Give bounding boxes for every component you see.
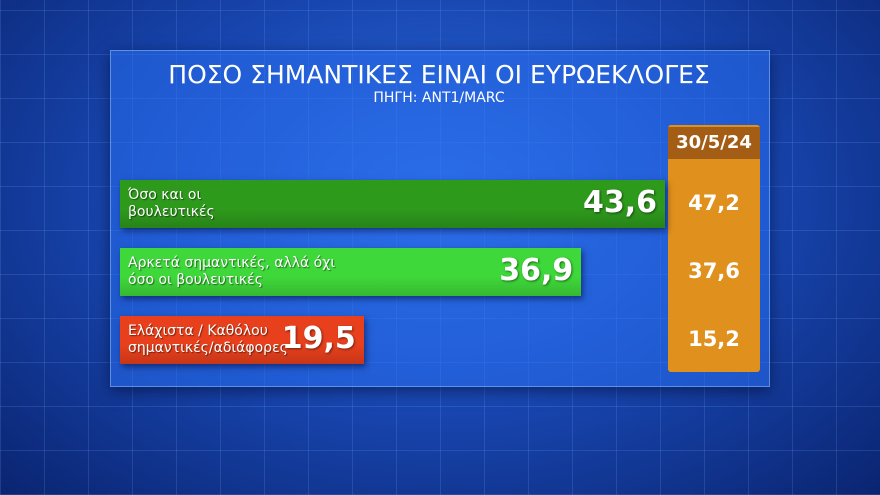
value-label: 36,9: [499, 253, 574, 288]
comparison-header: 30/5/24: [668, 127, 760, 159]
value-label: 19,5: [281, 321, 356, 356]
comparison-column: [668, 125, 760, 372]
bar-label: Ελάχιστα / Καθόλου σημαντικές/αδιάφορες: [128, 323, 288, 356]
comparison-value: 47,2: [688, 191, 740, 215]
comparison-value: 37,6: [688, 259, 740, 283]
chart-title: ΠΟΣΟ ΣΗΜΑΝΤΙΚΕΣ ΕΙΝΑΙ ΟΙ ΕΥΡΩΕΚΛΟΓΕΣ: [168, 60, 710, 89]
bar: [120, 316, 364, 364]
comparison-value: 15,2: [688, 327, 740, 351]
bar-label: Όσο και οι βουλευτικές: [128, 187, 215, 220]
value-label: 43,6: [582, 185, 657, 220]
bar: [120, 248, 582, 296]
bar: [120, 180, 665, 228]
bar-label: Αρκετά σημαντικές, αλλά όχι όσο οι βουλε…: [128, 255, 336, 288]
chart-subtitle: ΠΗΓΗ: ANT1/MARC: [373, 90, 505, 106]
